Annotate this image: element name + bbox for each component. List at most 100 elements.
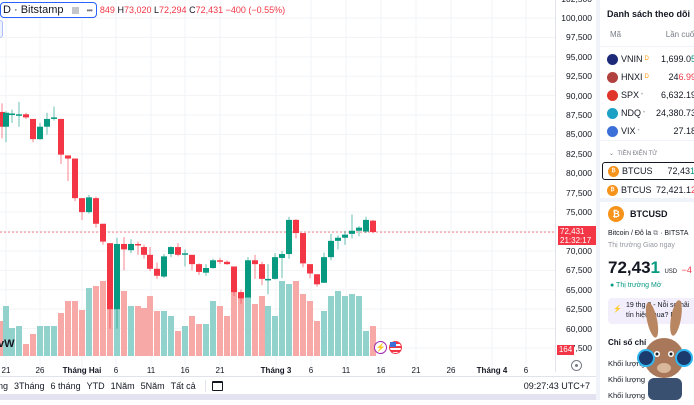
row-price: 246.99: [668, 72, 694, 82]
flag-icon[interactable]: [71, 6, 79, 14]
price-tick: 60,000: [566, 323, 592, 334]
price-tick: 92,500: [566, 71, 592, 82]
symbol-icon: [607, 53, 618, 65]
row-symbol: NDQ: [621, 108, 641, 118]
price-axis[interactable]: 57,50060,00062,50065,00067,50070,00072,5…: [555, 0, 596, 372]
stat-label: Khối lượng: [608, 359, 646, 368]
price-tick: 77,500: [566, 187, 592, 198]
watchlist-row[interactable]: VIX • 27.18: [600, 122, 694, 140]
time-label: Tháng Hai: [62, 366, 102, 375]
price-tick: 95,000: [566, 51, 592, 62]
symbol-box[interactable]: D · Bitstamp •••: [0, 2, 97, 18]
bitcoin-icon: ₿: [608, 165, 619, 177]
price-tick: 85,000: [566, 129, 592, 140]
price-tick: 90,000: [566, 90, 592, 101]
section-crypto[interactable]: ⌄ TIỀN ĐIỆN TỬ: [609, 151, 658, 157]
range-button[interactable]: ng: [0, 380, 9, 391]
row-symbol: SPX: [621, 90, 640, 100]
range-button[interactable]: Tất cả: [170, 380, 196, 391]
market-type: Thị trường Giao ngay: [608, 242, 675, 249]
row-price: 27.18: [673, 126, 694, 136]
row-symbol: VNIN: [621, 54, 643, 64]
crypto-row[interactable]: ₿ BTCUS 72,431: [602, 162, 694, 180]
time-label: 6: [523, 366, 529, 375]
us-flag-event-icon[interactable]: [389, 341, 402, 354]
detail-description: Bitcoin / Đô la ⧉ · BITSTA: [608, 230, 689, 237]
time-label: 21: [1, 366, 11, 375]
open-value: 849: [99, 5, 115, 15]
price-tick: 80,000: [566, 168, 592, 179]
range-button[interactable]: 5Năm: [140, 380, 165, 391]
row-badge: •: [641, 92, 644, 98]
mascot-avatar[interactable]: [636, 300, 694, 400]
price-tick: 102,500: [561, 0, 592, 4]
market-status: ● Thị trường Mở: [610, 282, 662, 289]
indicator-toggle[interactable]: [0, 20, 3, 38]
ohlc-values: 849 H73,020 L72,294 C72,431 −400 (−0.55%…: [100, 5, 285, 15]
detail-price: 72,431 USD −4: [608, 258, 692, 277]
row-price: 72,431: [667, 166, 694, 176]
price-tick: 97,500: [566, 32, 592, 43]
clock-display[interactable]: 09:27:43 UTC+7: [523, 380, 590, 391]
row-price: 72,421.12: [655, 185, 694, 195]
volume-badge: 164: [557, 345, 574, 355]
price-tick: 75,000: [566, 207, 592, 218]
row-badge: D: [644, 74, 649, 80]
range-button[interactable]: 6 tháng: [50, 380, 81, 391]
watchlist-row[interactable]: VNIN D 1,699.05: [600, 50, 694, 68]
lightning-event-icon[interactable]: ⚡: [374, 341, 387, 354]
price-tick: 62,500: [566, 304, 592, 315]
time-label: Tháng 4: [476, 366, 508, 375]
current-price: 72,431: [560, 227, 585, 236]
time-axis[interactable]: 21 26 Tháng Hai 6 11 16 21 Tháng 3 6 11 16 21 26 Thán…: [0, 366, 555, 394]
time-label: 21: [215, 366, 225, 375]
chart-area[interactable]: D · Bitstamp ••• 849 H73,020 L72,294 C72…: [0, 0, 555, 372]
time-label: 6: [113, 366, 119, 375]
row-symbol: VIX: [621, 126, 636, 136]
time-label: 21: [411, 366, 421, 375]
range-button[interactable]: YTD: [86, 380, 105, 391]
symbol-icon: [607, 125, 618, 137]
watchlist-row[interactable]: NDQ • 24,380.73: [600, 104, 694, 122]
time-label: 26: [446, 366, 456, 375]
high-label: H: [117, 5, 124, 15]
settings-gear-icon[interactable]: [571, 360, 582, 371]
watchlist-title[interactable]: Danh sách theo dõi ⌄: [607, 9, 694, 19]
row-price: 1,699.05: [660, 54, 694, 64]
external-link-icon[interactable]: ⧉: [653, 230, 659, 237]
range-button[interactable]: 3Tháng: [14, 380, 45, 391]
low-label: L: [154, 5, 160, 15]
row-badge: •: [643, 110, 646, 116]
more-icon[interactable]: •••: [86, 5, 93, 15]
current-price-badge: 72,431 21:32:17: [558, 226, 596, 245]
range-button[interactable]: 1Năm: [110, 380, 135, 391]
row-price: 6,632.19: [660, 90, 694, 100]
high-value: 73,020: [123, 5, 152, 15]
row-symbol: BTCUS: [622, 166, 653, 176]
time-label: 26: [35, 366, 45, 375]
symbol-icon: [607, 71, 618, 83]
row-symbol: BTCUS: [621, 185, 652, 195]
row-badge: D: [644, 56, 649, 62]
col-last[interactable]: Lần cuối: [665, 30, 694, 39]
low-value: 72,294: [159, 5, 187, 15]
crypto-row[interactable]: ₿ BTCUS 72,421.12: [600, 181, 694, 199]
watermark-logo: vW: [0, 338, 15, 350]
stat-label: Khối lượng: [608, 375, 646, 384]
price-tick: 70,000: [566, 245, 592, 256]
time-label: 6: [308, 366, 314, 375]
bitcoin-icon: ₿: [607, 184, 618, 196]
col-symbol[interactable]: Mã: [610, 30, 622, 39]
change-value: −400 (−0.55%): [225, 5, 286, 15]
row-price: 24,380.73: [655, 108, 694, 118]
watchlist-row[interactable]: HNXI D 246.99: [600, 68, 694, 86]
candlestick-chart[interactable]: [0, 0, 555, 372]
divider: [204, 379, 206, 392]
watchlist-row[interactable]: SPX • 6,632.19: [600, 86, 694, 104]
time-label: 11: [341, 366, 351, 375]
symbol-icon: [607, 89, 618, 101]
time-label: 16: [180, 366, 190, 375]
stats-title: Chỉ số chí: [608, 338, 647, 347]
price-tick: 57,500: [566, 343, 592, 353]
date-range-calendar-icon[interactable]: [211, 380, 223, 391]
